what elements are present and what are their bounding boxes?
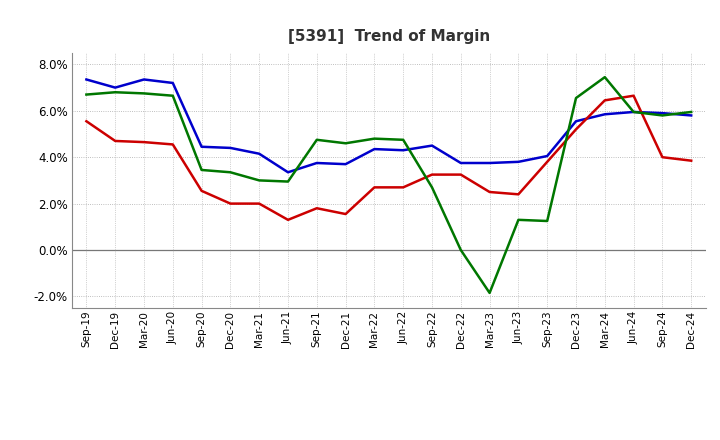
Ordinary Income [312,160,321,165]
Net Income [111,138,120,143]
Ordinary Income [456,160,465,165]
Net Income [543,159,552,165]
Operating Cashflow [428,185,436,190]
Ordinary Income [111,85,120,90]
Ordinary Income [543,154,552,159]
Line: Net Income: Net Income [86,96,691,220]
Ordinary Income [629,109,638,114]
Ordinary Income [399,147,408,153]
Net Income [284,217,292,223]
Ordinary Income [687,113,696,118]
Text: [5391]  Trend of Margin: [5391] Trend of Margin [288,29,490,44]
Net Income [629,93,638,99]
Ordinary Income [82,77,91,82]
Operating Cashflow [82,92,91,97]
Net Income [82,119,91,124]
Operating Cashflow [687,109,696,114]
Net Income [370,185,379,190]
Net Income [485,189,494,194]
Ordinary Income [514,159,523,165]
Operating Cashflow [284,179,292,184]
Net Income [140,139,148,145]
Operating Cashflow [658,113,667,118]
Ordinary Income [168,81,177,86]
Net Income [341,211,350,216]
Ordinary Income [600,112,609,117]
Operating Cashflow [197,167,206,172]
Ordinary Income [140,77,148,82]
Ordinary Income [485,160,494,165]
Operating Cashflow [111,90,120,95]
Line: Ordinary Income: Ordinary Income [86,80,691,172]
Ordinary Income [341,161,350,167]
Ordinary Income [572,119,580,124]
Net Income [399,185,408,190]
Operating Cashflow [543,218,552,224]
Operating Cashflow [600,74,609,80]
Operating Cashflow [456,247,465,253]
Operating Cashflow [370,136,379,141]
Net Income [658,154,667,160]
Ordinary Income [255,151,264,156]
Net Income [255,201,264,206]
Operating Cashflow [341,141,350,146]
Net Income [514,192,523,197]
Line: Operating Cashflow: Operating Cashflow [86,77,691,293]
Net Income [600,98,609,103]
Operating Cashflow [485,290,494,296]
Net Income [572,127,580,132]
Operating Cashflow [140,91,148,96]
Ordinary Income [197,144,206,150]
Net Income [312,205,321,211]
Operating Cashflow [572,95,580,101]
Ordinary Income [284,170,292,175]
Ordinary Income [226,145,235,150]
Net Income [168,142,177,147]
Ordinary Income [428,143,436,148]
Net Income [687,158,696,163]
Ordinary Income [370,147,379,152]
Ordinary Income [658,110,667,116]
Operating Cashflow [399,137,408,143]
Operating Cashflow [168,93,177,99]
Net Income [428,172,436,177]
Operating Cashflow [226,170,235,175]
Net Income [197,188,206,194]
Operating Cashflow [312,137,321,143]
Operating Cashflow [514,217,523,223]
Operating Cashflow [629,109,638,114]
Net Income [456,172,465,177]
Operating Cashflow [255,178,264,183]
Net Income [226,201,235,206]
